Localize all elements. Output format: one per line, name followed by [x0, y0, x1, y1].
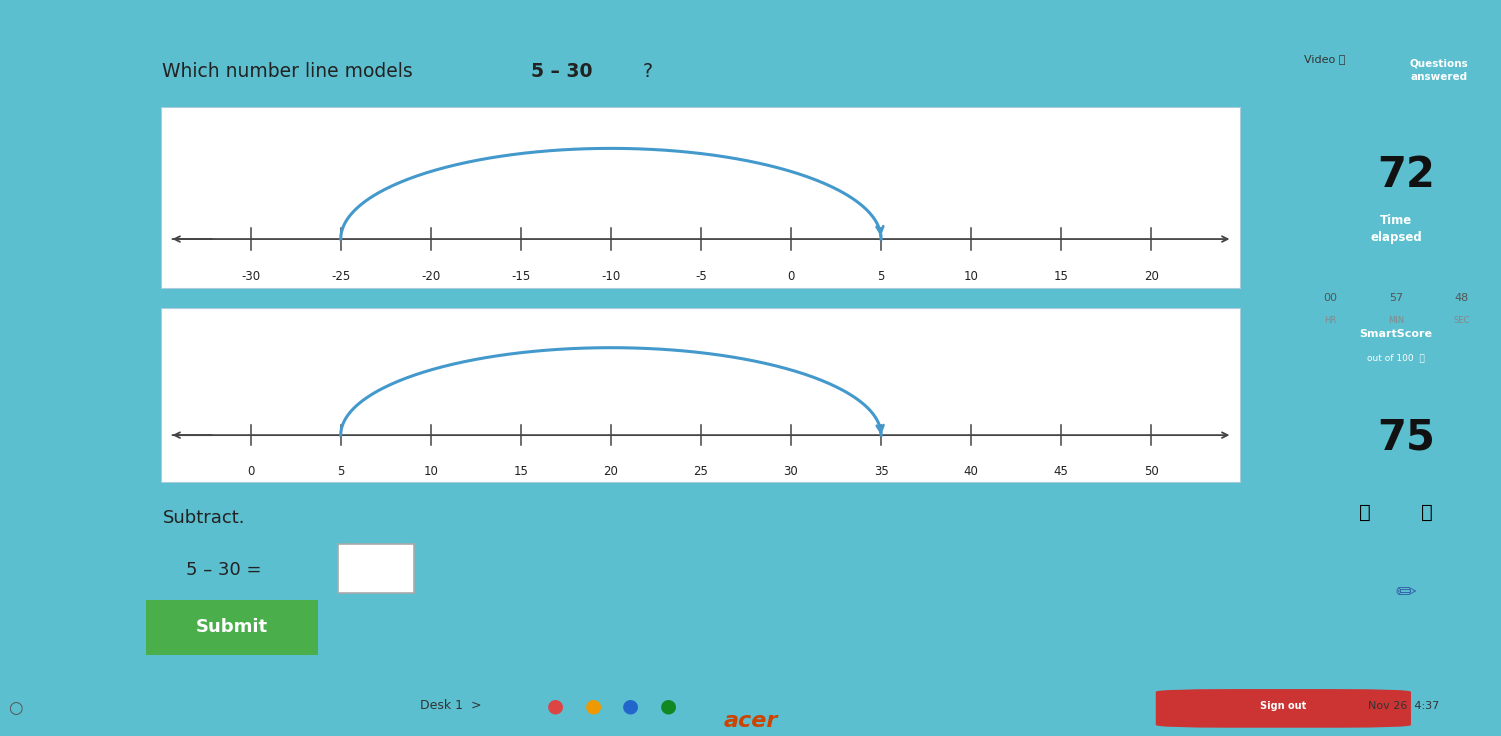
Text: 25: 25: [693, 465, 708, 478]
Text: 0: 0: [248, 465, 254, 478]
Text: -15: -15: [512, 270, 530, 283]
FancyBboxPatch shape: [1156, 689, 1411, 728]
Text: 5 – 30 =: 5 – 30 =: [186, 562, 261, 579]
Text: -5: -5: [695, 270, 707, 283]
Text: MIN: MIN: [1388, 316, 1403, 325]
FancyBboxPatch shape: [338, 545, 414, 593]
Text: 45: 45: [1054, 465, 1069, 478]
Text: SmartScore: SmartScore: [1360, 330, 1432, 339]
Text: 30: 30: [784, 465, 799, 478]
Text: HR: HR: [1324, 316, 1337, 325]
Text: 10: 10: [964, 270, 979, 283]
Text: 5: 5: [338, 465, 344, 478]
Text: 10: 10: [423, 465, 438, 478]
Text: 20: 20: [603, 465, 618, 478]
Text: Nov 26  4:37: Nov 26 4:37: [1367, 701, 1439, 711]
FancyBboxPatch shape: [161, 107, 1241, 289]
FancyBboxPatch shape: [132, 595, 332, 659]
Text: 15: 15: [513, 465, 528, 478]
Text: Which number line models: Which number line models: [162, 62, 419, 81]
Text: ?: ?: [642, 62, 653, 81]
Text: 35: 35: [874, 465, 889, 478]
Text: -25: -25: [332, 270, 350, 283]
Text: Sign out: Sign out: [1261, 701, 1306, 711]
Text: -30: -30: [242, 270, 260, 283]
Text: 75: 75: [1378, 417, 1435, 459]
Text: ✏: ✏: [1396, 581, 1417, 605]
Text: ●: ●: [621, 696, 639, 715]
Text: 50: 50: [1144, 465, 1159, 478]
Text: 0: 0: [788, 270, 794, 283]
Text: ●: ●: [546, 696, 564, 715]
Text: 5 – 30: 5 – 30: [531, 62, 593, 81]
Text: out of 100  ⓘ: out of 100 ⓘ: [1367, 353, 1424, 362]
Text: ○: ○: [8, 699, 23, 718]
Text: SEC: SEC: [1453, 316, 1469, 325]
Text: 🏅: 🏅: [1420, 503, 1432, 522]
Text: Subtract.: Subtract.: [162, 509, 245, 528]
Text: 57: 57: [1388, 293, 1403, 303]
Text: 72: 72: [1378, 154, 1435, 197]
Text: ●: ●: [584, 696, 602, 715]
Text: 00: 00: [1324, 293, 1337, 303]
FancyBboxPatch shape: [161, 308, 1241, 483]
Text: Time
elapsed: Time elapsed: [1370, 213, 1421, 244]
Text: -10: -10: [602, 270, 620, 283]
Text: 48: 48: [1454, 293, 1468, 303]
Text: 15: 15: [1054, 270, 1069, 283]
Text: ●: ●: [659, 696, 677, 715]
Text: Questions
answered: Questions answered: [1409, 58, 1468, 82]
Text: -20: -20: [422, 270, 440, 283]
Text: Video Ⓣ: Video Ⓣ: [1304, 54, 1345, 63]
Text: Submit: Submit: [195, 618, 269, 637]
Text: 20: 20: [1144, 270, 1159, 283]
Text: 5: 5: [878, 270, 884, 283]
Text: 🏅: 🏅: [1360, 503, 1372, 522]
Text: 40: 40: [964, 465, 979, 478]
Text: Desk 1  >: Desk 1 >: [420, 699, 480, 712]
Text: acer: acer: [723, 710, 778, 731]
